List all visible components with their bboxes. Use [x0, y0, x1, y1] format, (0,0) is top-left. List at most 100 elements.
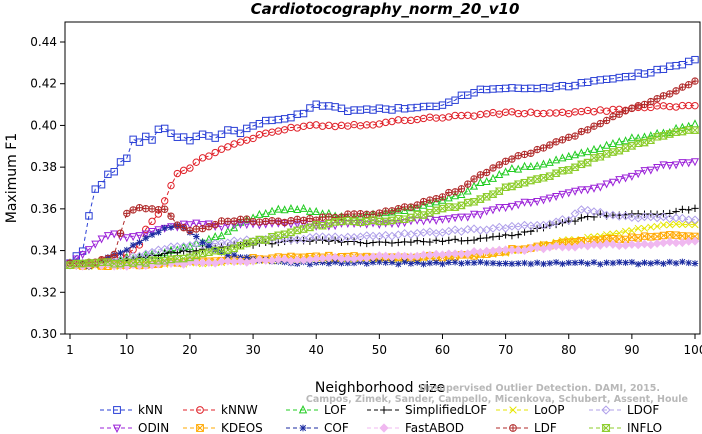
data-point	[526, 161, 535, 170]
data-point	[192, 238, 201, 247]
data-point	[463, 186, 472, 195]
data-point	[457, 213, 466, 222]
data-point	[660, 260, 667, 267]
data-point	[533, 145, 541, 154]
data-point	[318, 254, 327, 263]
data-point	[597, 261, 604, 268]
data-point	[494, 245, 504, 255]
data-point	[166, 259, 176, 268]
legend-label: ODIN	[138, 421, 169, 434]
data-point	[514, 201, 523, 210]
data-point	[483, 259, 490, 267]
data-point	[445, 259, 452, 266]
data-point	[482, 234, 491, 242]
data-point	[646, 166, 655, 175]
data-point	[394, 205, 403, 214]
data-point	[419, 217, 428, 226]
legend-item-FastABOD: FastABOD	[367, 421, 464, 434]
legend-marker	[196, 406, 204, 414]
data-point	[515, 260, 522, 267]
data-point	[286, 228, 296, 237]
data-point	[677, 213, 687, 223]
data-point	[558, 190, 567, 199]
data-point	[678, 205, 687, 214]
x-axis-label: Neighborhood size	[315, 380, 445, 396]
data-point	[653, 222, 661, 230]
data-point	[514, 164, 523, 173]
data-point	[552, 155, 561, 164]
data-point	[381, 207, 390, 215]
data-point	[211, 232, 220, 241]
data-point	[469, 247, 479, 256]
data-point	[141, 230, 150, 239]
data-point	[381, 208, 390, 217]
x-tick-label: 40	[309, 343, 324, 357]
data-point	[628, 104, 636, 112]
data-point	[211, 148, 219, 157]
data-point	[570, 209, 580, 219]
data-point	[268, 240, 276, 248]
data-point	[394, 204, 402, 213]
legend-label: LDF	[534, 421, 557, 434]
x-tick-label: 20	[182, 343, 197, 357]
x-tick-label: 90	[624, 343, 639, 357]
data-point	[595, 207, 605, 217]
data-point	[457, 189, 466, 198]
data-point	[647, 260, 655, 267]
data-point	[501, 223, 511, 233]
data-point	[583, 126, 592, 134]
data-point	[286, 204, 295, 213]
data-point	[475, 195, 485, 203]
data-point	[123, 209, 131, 218]
legend-marker	[601, 405, 611, 415]
legend-item-ODIN: ODIN	[100, 421, 169, 434]
data-point	[153, 245, 163, 255]
data-point	[628, 233, 636, 241]
data-point	[571, 150, 580, 159]
data-point	[539, 196, 548, 205]
data-point	[583, 158, 593, 167]
data-point	[407, 260, 415, 267]
data-point	[653, 259, 661, 266]
data-point	[205, 132, 213, 140]
data-point	[640, 212, 649, 222]
data-point	[678, 221, 686, 229]
data-point	[501, 183, 511, 191]
data-point	[167, 248, 175, 256]
data-point	[142, 235, 149, 242]
data-point	[192, 219, 201, 228]
y-tick-label: 0.44	[30, 35, 57, 49]
data-point	[577, 148, 586, 157]
data-point	[166, 242, 176, 252]
legend-label: LOF	[324, 403, 347, 417]
data-point	[589, 144, 598, 153]
data-point	[173, 169, 182, 178]
data-point	[400, 251, 410, 261]
data-point	[438, 237, 447, 246]
data-point	[457, 185, 466, 193]
data-point	[217, 238, 226, 248]
data-point	[463, 213, 472, 222]
data-point	[482, 193, 492, 201]
data-point	[652, 239, 662, 248]
data-point	[482, 176, 491, 185]
data-point	[110, 250, 118, 259]
data-point	[179, 223, 188, 232]
data-point	[532, 220, 542, 230]
data-point	[501, 167, 510, 176]
data-point	[533, 198, 542, 207]
data-point	[217, 257, 226, 266]
data-point	[684, 206, 693, 214]
data-point	[161, 224, 168, 232]
data-point	[186, 226, 194, 235]
data-point	[583, 241, 593, 251]
data-point	[684, 121, 693, 130]
data-point	[193, 233, 200, 240]
data-point	[280, 254, 290, 264]
data-point	[488, 224, 498, 233]
data-point	[192, 247, 200, 255]
data-point	[217, 223, 226, 232]
data-point	[659, 92, 668, 100]
y-tick-label: 0.40	[30, 118, 57, 132]
data-point	[211, 220, 219, 229]
